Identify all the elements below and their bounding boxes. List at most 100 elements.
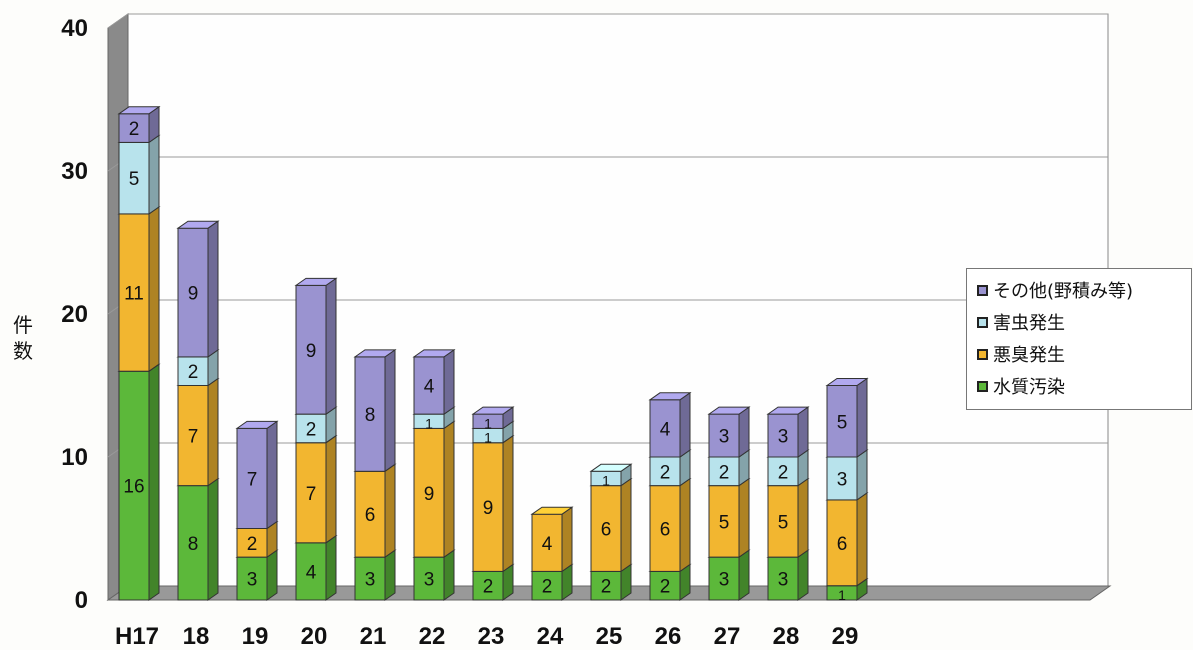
- y-tick-label: 0: [75, 587, 88, 614]
- data-label: 3: [837, 469, 848, 490]
- data-label: 1: [425, 415, 433, 431]
- data-label: 1: [838, 587, 846, 603]
- bar-segment-side: [385, 350, 395, 471]
- data-label: 3: [778, 427, 789, 448]
- data-label: 4: [542, 534, 553, 555]
- data-label: 3: [719, 427, 730, 448]
- data-label: 8: [188, 534, 199, 555]
- data-label: 9: [424, 484, 435, 505]
- data-label: 8: [365, 405, 376, 426]
- data-label: 2: [483, 577, 494, 598]
- bar-stack-21: 3 6 8: [355, 350, 395, 600]
- data-label: 2: [247, 534, 258, 555]
- bar-stack-26: 2 6 2 4: [650, 393, 690, 600]
- data-label: 1: [602, 472, 610, 488]
- bar-segment-side: [326, 436, 336, 543]
- data-label: 7: [188, 427, 199, 448]
- data-label: 5: [719, 512, 730, 533]
- bar-segment-side: [444, 550, 454, 600]
- y-axis-label: 件数: [8, 312, 38, 364]
- y-tick-label: 40: [61, 15, 88, 42]
- x-tick-labels: H17 18 19 20 21 22 23 24 25 26 27 28 29: [115, 623, 858, 650]
- legend-swatch-water: [977, 381, 988, 392]
- y-tick-label: 10: [61, 444, 88, 471]
- x-tick-label: H17: [115, 623, 159, 650]
- bar-segment-side: [385, 464, 395, 557]
- bar-segment-side: [149, 135, 159, 214]
- bar-segment-side: [798, 479, 808, 557]
- data-label: 3: [424, 570, 435, 591]
- data-label: 11: [124, 284, 144, 305]
- data-label: 9: [306, 341, 317, 362]
- bar-segment-side: [267, 421, 277, 528]
- bar-stack-18: 8 7 2 9: [178, 221, 218, 600]
- bar-segment-side: [857, 379, 867, 458]
- y-axis-label-text: 件数: [12, 312, 34, 364]
- data-label: 4: [424, 377, 435, 398]
- data-label: 2: [129, 119, 140, 140]
- y-tick-label: 20: [61, 301, 88, 328]
- x-tick-label: 24: [537, 623, 564, 650]
- bar-segment-side: [798, 407, 808, 457]
- bar-segment-side: [798, 550, 808, 600]
- bar-segment-side: [857, 450, 867, 500]
- data-label: 9: [483, 498, 494, 519]
- data-label: 5: [837, 412, 848, 433]
- bar-segment-side: [680, 479, 690, 572]
- bar-stack-27: 3 5 2 3: [709, 407, 749, 600]
- data-label: 2: [719, 462, 730, 483]
- bar-segment-side: [503, 436, 513, 572]
- data-label: 2: [542, 577, 553, 598]
- data-label: 1: [484, 430, 492, 446]
- x-tick-label: 23: [478, 623, 505, 650]
- data-label: 1: [484, 415, 492, 431]
- legend-swatch-odor: [977, 349, 988, 360]
- data-label: 2: [306, 419, 317, 440]
- x-tick-label: 22: [419, 623, 446, 650]
- bar-segment-side: [739, 479, 749, 557]
- bar-segment-side: [444, 421, 454, 557]
- bar-segment-side: [739, 407, 749, 457]
- bar-segment-side: [326, 536, 336, 600]
- data-label: 16: [123, 477, 144, 498]
- x-tick-label: 27: [714, 623, 741, 650]
- legend: その他(野積み等) 害虫発生 悪臭発生 水質汚染: [966, 268, 1192, 410]
- bar-segment-side: [739, 550, 749, 600]
- bar-stack-23: 2 9 11: [473, 407, 513, 600]
- data-label: 6: [660, 520, 671, 541]
- data-label: 5: [778, 512, 789, 533]
- x-tick-label: 20: [301, 623, 328, 650]
- data-label: 3: [365, 570, 376, 591]
- bar-segment-side: [857, 493, 867, 586]
- bar-segment-side: [326, 278, 336, 414]
- bar-segment-side: [562, 507, 572, 571]
- data-label: 9: [188, 284, 199, 305]
- x-tick-label: 18: [183, 623, 210, 650]
- data-label: 3: [719, 570, 730, 591]
- bar-stack-22: 3 9 1 4: [414, 350, 454, 600]
- bar-segment-side: [208, 479, 218, 600]
- bar-stack-19: 3 2 7: [237, 421, 277, 600]
- data-label: 4: [306, 562, 317, 583]
- bar-segment-side: [385, 550, 395, 600]
- data-label: 6: [837, 534, 848, 555]
- legend-item-water: 水質汚染: [977, 375, 1065, 397]
- legend-label-water: 水質汚染: [993, 373, 1065, 399]
- data-label: 2: [601, 577, 612, 598]
- legend-item-pests: 害虫発生: [977, 311, 1065, 333]
- bar-segment-side: [680, 393, 690, 457]
- x-tick-label: 19: [242, 623, 269, 650]
- bar-segment-side: [621, 479, 631, 572]
- bar-stack-24: 24: [532, 507, 572, 600]
- legend-label-pests: 害虫発生: [993, 309, 1065, 335]
- data-label: 7: [247, 469, 258, 490]
- x-tick-label: 21: [360, 623, 387, 650]
- bar-segment-side: [208, 221, 218, 357]
- bar-segment-side: [149, 207, 159, 371]
- legend-swatch-other: [977, 285, 988, 296]
- legend-item-other: その他(野積み等): [977, 279, 1133, 301]
- data-label: 4: [660, 419, 671, 440]
- data-label: 3: [247, 570, 258, 591]
- data-label: 2: [188, 362, 199, 383]
